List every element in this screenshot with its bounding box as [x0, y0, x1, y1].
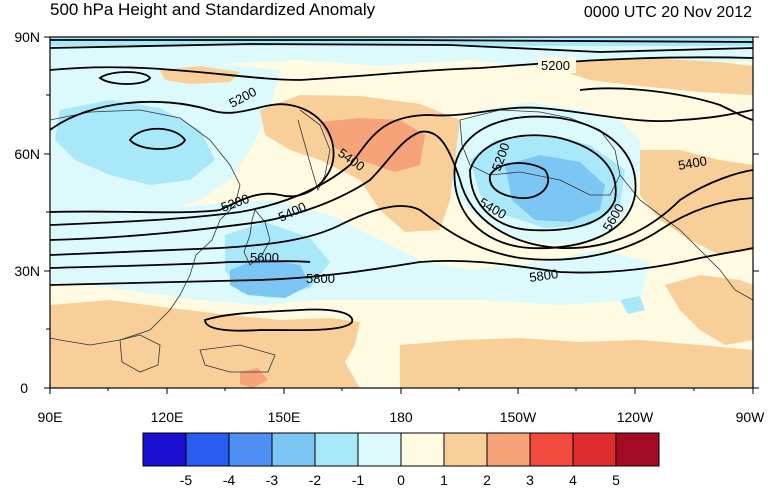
colorbar-swatch [615, 432, 660, 467]
anomaly-japan-negative-core [230, 258, 310, 298]
anomaly-mexico-positive [665, 275, 753, 345]
anomaly-arctic-positive-east [560, 58, 753, 95]
colorbar-label: 2 [483, 472, 491, 488]
anomaly-tropical-positive [50, 300, 360, 388]
colorbar-swatch [357, 432, 402, 467]
coast-alaska [459, 109, 621, 196]
contour-5400-gulf [488, 162, 550, 199]
contour-5400-main [50, 130, 753, 249]
lat-label-0: 0 [20, 380, 28, 396]
anomaly-siberia-negative-core [55, 100, 215, 185]
height-contours [50, 39, 753, 332]
contour-label-5600-a: 5600 [250, 250, 279, 265]
contour-5880-cell [204, 308, 353, 332]
lon-label-150w: 150W [500, 409, 537, 425]
valid-time: 0000 UTC 20 Nov 2012 [583, 4, 752, 21]
lat-label-90n: 90N [14, 29, 40, 45]
contour-polar-1 [50, 39, 753, 43]
contour-5800-west [50, 260, 311, 269]
lat-label-60n: 60N [14, 146, 40, 162]
contour-5200-siberia [128, 127, 187, 150]
colorbar-label: 5 [612, 472, 620, 488]
colorbar-label: 4 [569, 472, 577, 488]
lon-label-90e: 90E [38, 409, 63, 425]
colorbar-label: -1 [352, 472, 365, 488]
colorbar-label: -3 [266, 472, 279, 488]
colorbar-swatch [529, 432, 574, 467]
lon-label-150e: 150E [268, 409, 301, 425]
contour-5200-north [50, 56, 753, 81]
tick-marks [44, 36, 759, 394]
contour-5400-west [50, 106, 753, 226]
anomaly-tropical-negative-spot [620, 296, 645, 314]
coast-papua [199, 344, 276, 373]
map-field [50, 37, 753, 388]
colorbar-swatch [314, 432, 359, 467]
colorbar-label: 0 [397, 472, 405, 488]
contour-label-5200-a: 5200 [541, 58, 570, 73]
colorbar-label: 1 [440, 472, 448, 488]
colorbar: -5 -4 -3 -2 -1 0 1 2 3 4 5 [142, 432, 660, 488]
colorbar-label: -4 [223, 472, 236, 488]
map-title: 500 hPa Height and Standardized Anomaly [50, 0, 376, 19]
anomaly-north-america-positive [640, 150, 753, 255]
anomaly-gulf-alaska-negative-core [505, 155, 605, 222]
contour-5400-ak-2 [453, 115, 637, 250]
contour-polar-2 [50, 43, 753, 53]
colorbar-swatch [228, 432, 273, 467]
contour-label-5800-b: 5800 [528, 266, 559, 285]
coast-north-america [619, 174, 753, 301]
colorbar-swatch [142, 432, 187, 467]
contour-5200-trough [50, 100, 335, 214]
lon-label-120w: 120W [617, 409, 654, 425]
colorbar-swatch [572, 432, 617, 467]
lon-label-90w: 90W [736, 409, 766, 425]
colorbar-label: -2 [309, 472, 322, 488]
contour-5600 [50, 197, 753, 261]
colorbar-swatch [271, 432, 316, 467]
contour-label-bg [538, 57, 576, 73]
colorbar-swatch [486, 432, 531, 467]
contour-arctic-low [98, 71, 152, 85]
anomaly-tropical-positive-east [400, 338, 753, 388]
colorbar-label: 3 [526, 472, 534, 488]
contour-label-5800-a: 5800 [306, 271, 335, 286]
colorbar-swatch [185, 432, 230, 467]
anomaly-bering-positive-core [320, 118, 425, 172]
colorbar-label: -5 [180, 472, 193, 488]
coast-japan [243, 209, 271, 266]
lon-label-180: 180 [389, 409, 413, 425]
anomaly-eastasia-negative [50, 200, 650, 305]
contour-5800 [50, 247, 753, 286]
colorbar-swatch [400, 432, 445, 467]
contour-label-5400-d: 5400 [677, 153, 708, 173]
lat-label-30n: 30N [14, 263, 40, 279]
contour-5200-arctic-east [579, 87, 753, 121]
lon-label-120e: 120E [151, 409, 184, 425]
contour-5400-ak-1 [469, 134, 617, 232]
colorbar-swatch [443, 432, 488, 467]
anomaly-tropical-positive-core [240, 368, 268, 388]
coast-borneo [119, 334, 161, 373]
